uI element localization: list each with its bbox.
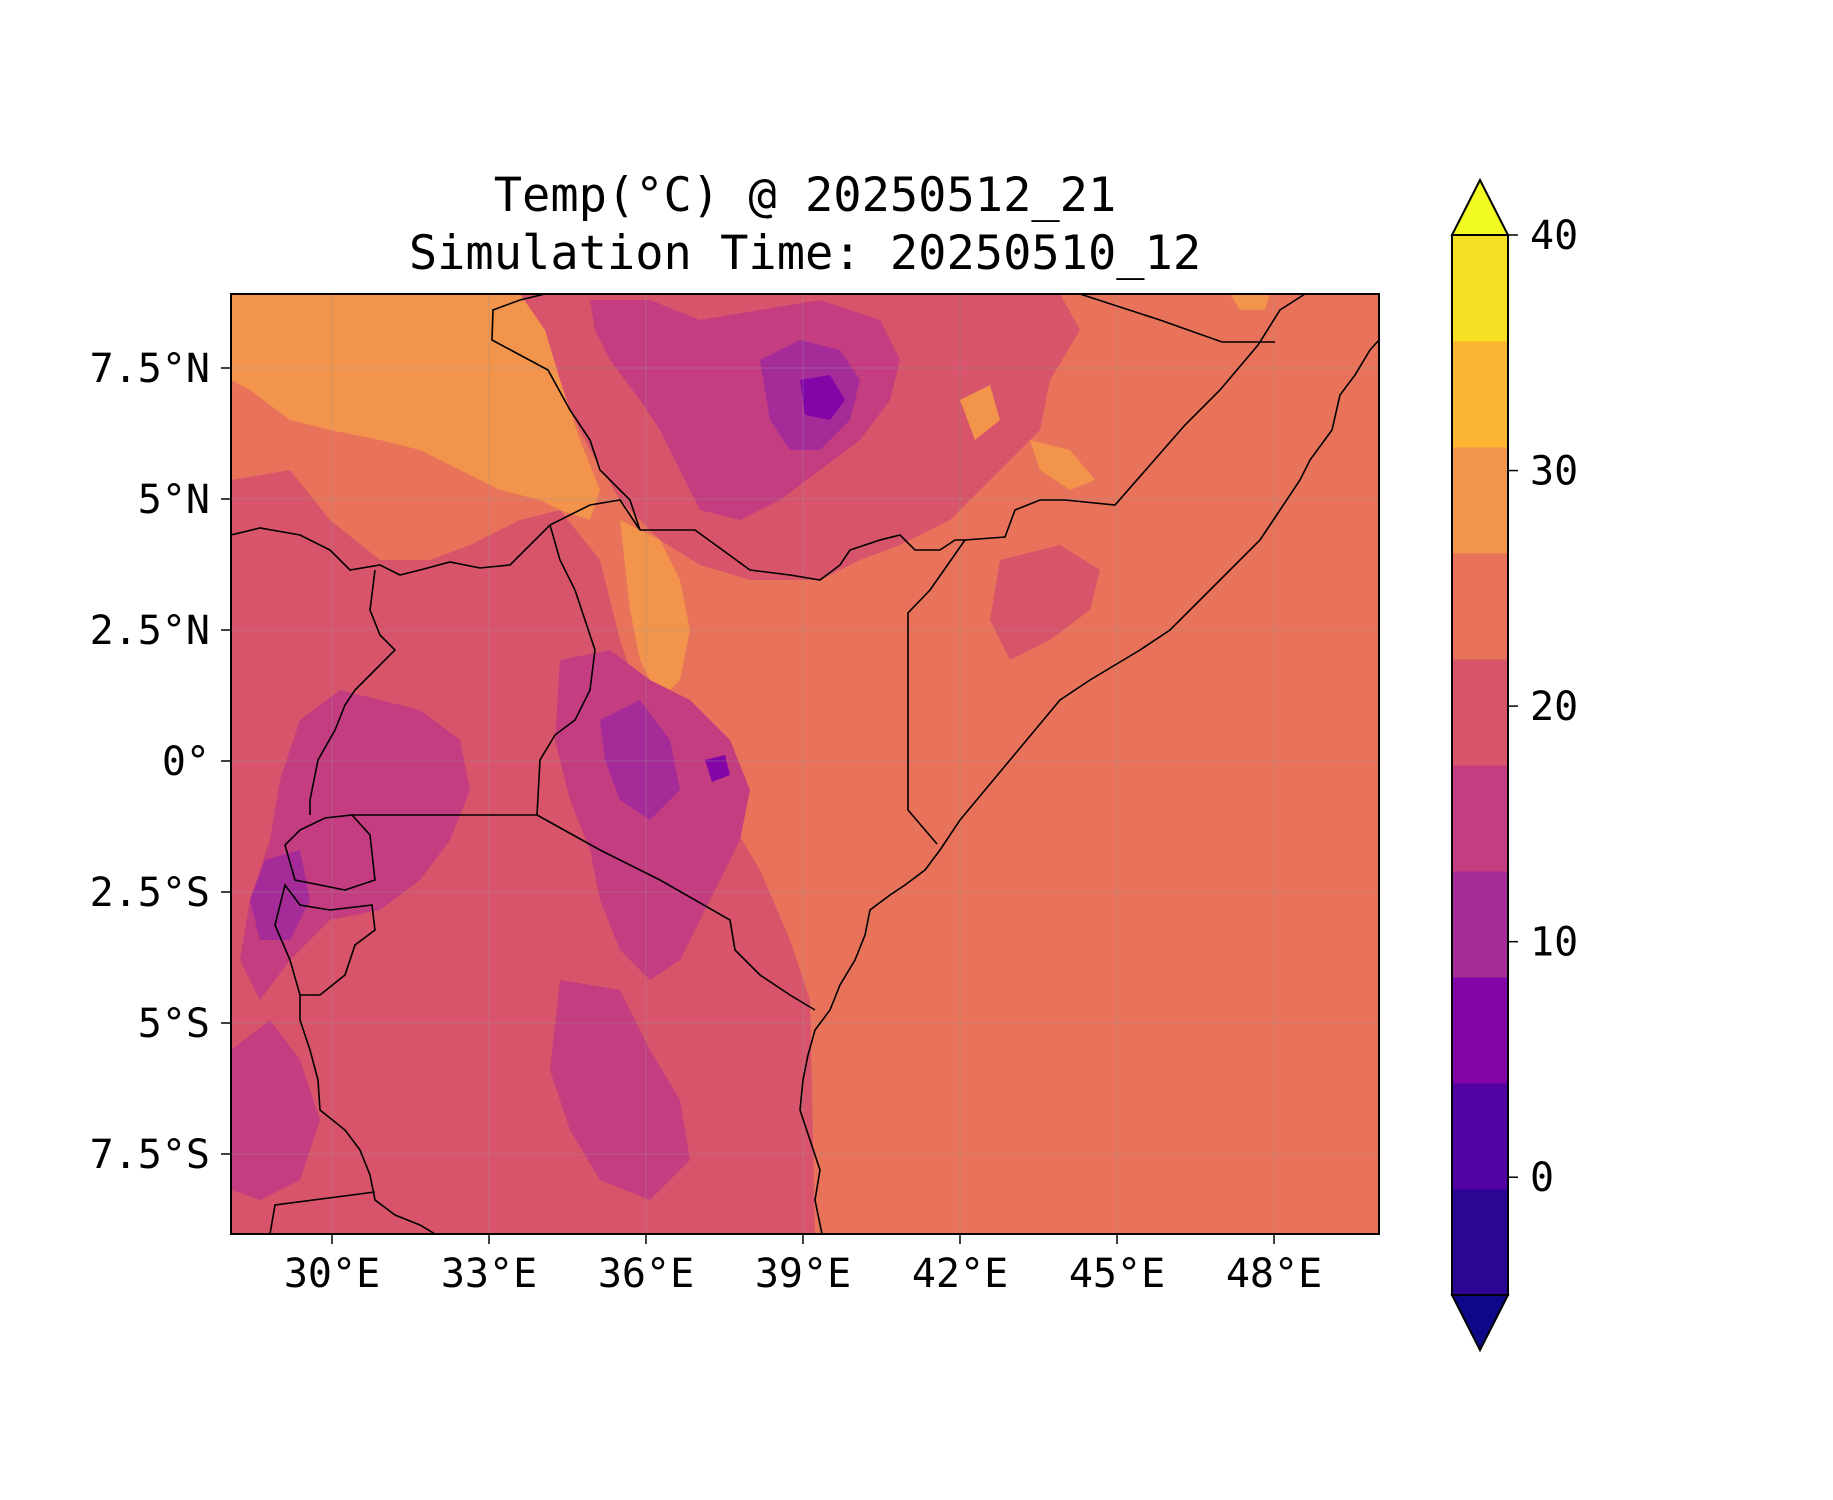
plot-title-line-1: Temp(°C) @ 20250512_21: [493, 168, 1117, 223]
y-tick-label: 7.5°S: [90, 1132, 210, 1178]
cold-region-rwanda: [250, 850, 310, 940]
cold-region-kenya: [600, 700, 680, 820]
colorbar-tick-label: 0: [1530, 1155, 1554, 1201]
x-tick-label: 42°E: [912, 1251, 1008, 1297]
colorbar-band: [1452, 553, 1508, 660]
x-axis: 30°E 33°E 36°E 39°E 42°E 45°E 48°E: [284, 1234, 1322, 1297]
x-tick-label: 45°E: [1069, 1251, 1165, 1297]
colorbar-tick-label: 40: [1530, 213, 1578, 259]
border-kenya-tanzania: [536, 814, 816, 1011]
border-burundi: [274, 883, 376, 996]
colorbar-band: [1452, 235, 1508, 342]
border-sudan-ethiopia: [491, 294, 641, 531]
warm-region-northeast-3: [1230, 294, 1270, 310]
colorbar-tick-label: 30: [1530, 449, 1578, 495]
colder-region-kenya: [705, 755, 730, 782]
colorbar-band: [1452, 659, 1508, 766]
colorbar-extend-min: [1450, 1294, 1510, 1353]
colorbar-band: [1452, 447, 1508, 554]
border-somaliland: [1079, 294, 1275, 343]
coastline: [799, 339, 1379, 1234]
colorbar-tick-label: 10: [1530, 920, 1578, 966]
border-rwanda: [284, 814, 376, 891]
colder-region-ethiopia: [800, 375, 845, 420]
cool-region-tanzania: [550, 980, 690, 1200]
colorbar-extend-max: [1450, 177, 1510, 236]
border-uganda-kenya: [536, 524, 596, 816]
map-frame: [230, 293, 1380, 1235]
colorbar-frame: [1451, 234, 1509, 1296]
colorbar-band: [1452, 871, 1508, 978]
border-tanzania-west: [299, 995, 436, 1234]
colorbar: 0 10 20 30 40: [1450, 177, 1578, 1353]
x-tick-label: 36°E: [598, 1251, 694, 1297]
y-tick-label: 5°N: [138, 477, 210, 523]
y-tick-label: 0°: [162, 739, 210, 785]
colorbar-band: [1452, 765, 1508, 872]
country-borders: [231, 294, 1379, 1234]
colorbar-band: [1452, 1083, 1508, 1190]
border-uganda-drc: [309, 569, 397, 815]
colorbar-band: [1452, 977, 1508, 1084]
x-tick-label: 33°E: [441, 1251, 537, 1297]
warm-region-northeast: [960, 385, 1000, 440]
colorbar-band: [1452, 341, 1508, 448]
border-kenya-ethiopia: [640, 529, 965, 581]
border-ethiopia-somalia: [964, 294, 1306, 541]
mild-region-west: [231, 470, 815, 1234]
colorbar-tick-label: 20: [1530, 684, 1578, 730]
map-gridlines: [231, 294, 1379, 1234]
x-tick-label: 39°E: [755, 1251, 851, 1297]
y-axis: 7.5°N 5°N 2.5°N 0° 2.5°S 5°S 7.5°S: [90, 346, 231, 1178]
y-tick-label: 2.5°N: [90, 608, 210, 654]
warm-region-central: [620, 520, 690, 700]
temperature-field: [231, 294, 1379, 1234]
warm-region-northwest: [231, 294, 600, 520]
y-tick-label: 7.5°N: [90, 346, 210, 392]
border-kenya-somalia: [907, 539, 966, 845]
plot-title-line-2: Simulation Time: 20250510_12: [408, 226, 1202, 281]
border-zambia: [269, 1191, 376, 1234]
x-tick-label: 30°E: [284, 1251, 380, 1297]
colorbar-band: [1452, 1189, 1508, 1296]
y-tick-label: 5°S: [138, 1001, 210, 1047]
border-south-sudan-uganda: [231, 499, 641, 576]
mild-region-east: [990, 545, 1100, 660]
warm-region-northeast-2: [1030, 440, 1095, 490]
cool-region-southwest: [231, 1020, 320, 1200]
x-tick-label: 48°E: [1226, 1251, 1322, 1297]
y-tick-label: 2.5°S: [90, 870, 210, 916]
